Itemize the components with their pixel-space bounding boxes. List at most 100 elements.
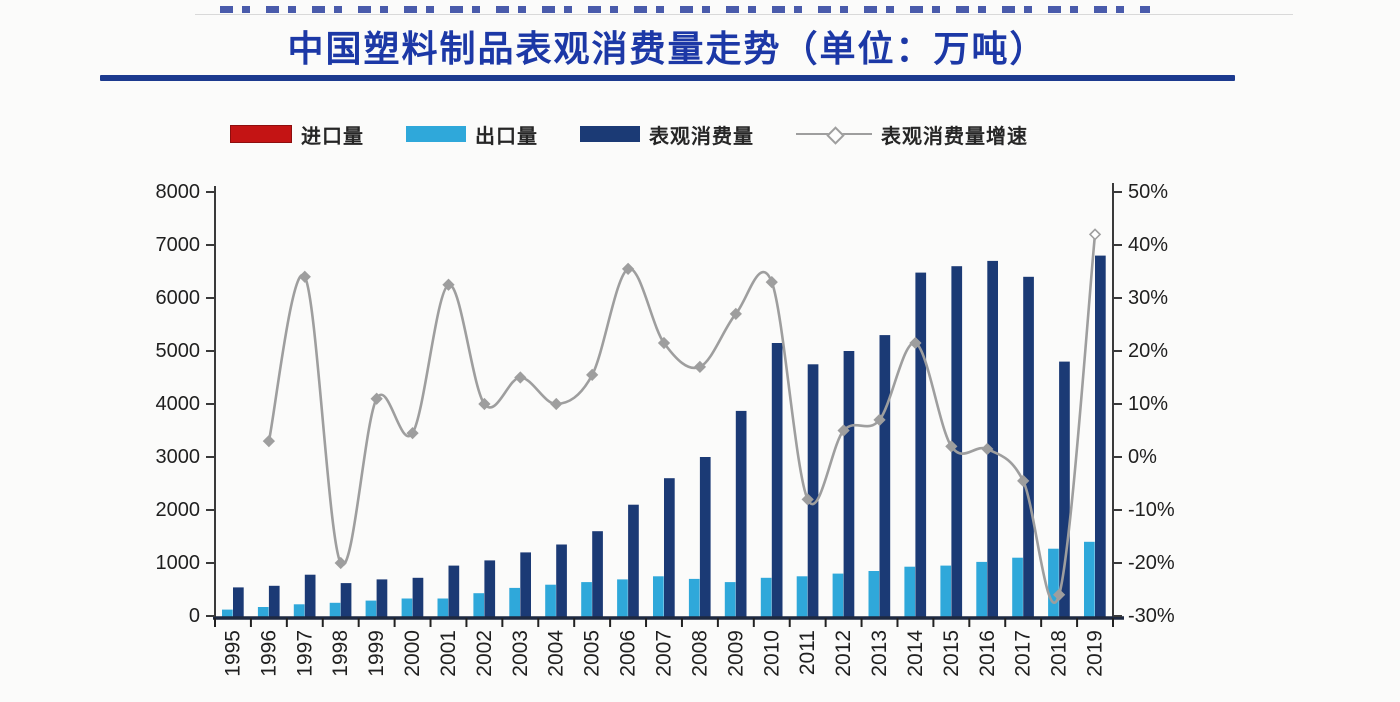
bar-export-2005 [581, 582, 592, 618]
x-label-2007: 2007 [653, 630, 676, 677]
y-left-label-1000: 1000 [156, 552, 201, 574]
bar-consumption-2012 [843, 351, 855, 618]
export-swatch-icon [406, 126, 466, 142]
x-label-2018: 2018 [1048, 630, 1071, 677]
y-right-label--30: -30% [1128, 605, 1175, 627]
chart-title: 中国塑料制品表观消费量走势（单位：万吨） [287, 28, 1048, 69]
y-right-label-40: 40% [1128, 234, 1168, 256]
title-underline [100, 75, 1235, 81]
growth-marker-diamond [657, 336, 671, 350]
bar-export-2017 [1012, 557, 1023, 618]
x-label-2016: 2016 [976, 630, 999, 677]
bar-consumption-2009 [735, 410, 747, 618]
bar-consumption-1996 [268, 585, 280, 618]
legend-item-export: 出口量 [406, 120, 538, 149]
bar-consumption-2007 [664, 478, 675, 618]
bar-export-2000 [401, 598, 413, 618]
bar-consumption-2013 [879, 335, 891, 618]
x-label-2002: 2002 [473, 630, 496, 677]
bar-consumption-2017 [1023, 276, 1034, 618]
x-label-2010: 2010 [760, 630, 783, 677]
growth-marker-diamond [406, 427, 419, 440]
bar-consumption-1999 [376, 579, 388, 618]
bar-export-1998 [329, 602, 341, 619]
x-label-1997: 1997 [293, 630, 316, 677]
growth-marker-diamond [693, 360, 707, 374]
growth-marker-diamond [1017, 474, 1030, 487]
growth-marker-diamond [550, 397, 563, 411]
x-label-2013: 2013 [868, 630, 891, 677]
x-label-1996: 1996 [257, 630, 280, 677]
x-label-2014: 2014 [904, 630, 927, 677]
growth-marker-diamond [1052, 588, 1066, 601]
y-left-label-2000: 2000 [156, 499, 201, 521]
x-label-1999: 1999 [365, 630, 388, 677]
legend-item-growth: 表观消费量增速 [796, 120, 1028, 149]
y-right-label-0: 0% [1128, 446, 1157, 468]
bar-consumption-2015 [951, 266, 963, 618]
x-label-1998: 1998 [329, 630, 352, 677]
growth-line [267, 233, 1097, 605]
bar-consumption-2005 [592, 531, 603, 618]
y-left-label-4000: 4000 [156, 393, 201, 415]
bar-export-2009 [724, 582, 736, 618]
bars-consumption [233, 255, 1106, 619]
growth-marker-diamond [981, 442, 994, 456]
bar-export-2006 [617, 579, 628, 618]
growth-marker-diamond [621, 262, 635, 275]
axes [213, 183, 1124, 620]
bar-export-2010 [760, 577, 772, 618]
bar-export-2015 [940, 565, 952, 618]
bar-consumption-1997 [304, 574, 316, 618]
bar-export-2016 [976, 561, 987, 618]
y-left-label-0: 0 [189, 605, 200, 627]
y-left-label-7000: 7000 [156, 234, 201, 256]
growth-marker-diamond [837, 424, 850, 437]
x-label-2008: 2008 [688, 630, 711, 677]
legend-item-import: 进口量 [230, 120, 364, 149]
x-label-2001: 2001 [437, 630, 460, 677]
bar-export-2012 [832, 573, 844, 618]
growth-marker-diamond [873, 413, 886, 427]
growth-line-markers [262, 228, 1102, 601]
x-label-2004: 2004 [545, 630, 568, 677]
bar-consumption-2011 [807, 364, 819, 619]
bar-consumption-2008 [699, 457, 711, 618]
legend-label-import: 进口量 [301, 125, 364, 148]
bar-consumption-1995 [233, 587, 244, 618]
bar-consumption-2004 [556, 544, 567, 618]
y-right-label-10: 10% [1128, 393, 1168, 415]
bar-consumption-2000 [412, 577, 424, 618]
bar-consumption-2018 [1059, 361, 1070, 618]
y-right-label--10: -10% [1128, 499, 1175, 521]
x-label-2009: 2009 [724, 630, 747, 677]
y-right-label-20: 20% [1128, 340, 1168, 362]
bar-export-2019 [1084, 541, 1095, 618]
x-label-2015: 2015 [940, 630, 963, 677]
bars-export [222, 541, 1095, 619]
growth-marker-diamond [514, 371, 527, 384]
x-label-2005: 2005 [581, 630, 604, 677]
legend-item-consumption: 表观消费量 [580, 120, 754, 149]
bar-export-2008 [688, 578, 700, 618]
y-right-label-50: 50% [1128, 181, 1168, 203]
growth-line-diamond-icon [796, 126, 872, 145]
growth-marker-diamond [945, 440, 958, 453]
y-axis-right-ticks: -30% -20% -10% 0% 10% 20% 30% 40% 50% [1113, 181, 1175, 627]
x-axis-labels: 1995 1996 1997 1998 1999 2000 2001 2002 2003 2004… [221, 630, 1106, 677]
cropped-glyphs-decoration [220, 6, 1150, 13]
legend-label-export: 出口量 [475, 125, 538, 148]
growth-marker-diamond [478, 397, 491, 411]
bar-export-2004 [545, 584, 556, 618]
x-label-2012: 2012 [832, 630, 855, 677]
legend: 进口量 出口量 表观消费量 表观消费量增速 [230, 120, 1028, 149]
bar-export-2018 [1048, 548, 1059, 618]
growth-marker-diamond [765, 275, 778, 289]
growth-marker-diamond [801, 493, 814, 506]
y-left-label-5000: 5000 [156, 340, 201, 362]
bar-export-1995 [222, 609, 233, 618]
bar-export-2007 [653, 576, 664, 619]
bar-export-2013 [868, 571, 880, 618]
bar-consumption-2016 [987, 260, 998, 618]
